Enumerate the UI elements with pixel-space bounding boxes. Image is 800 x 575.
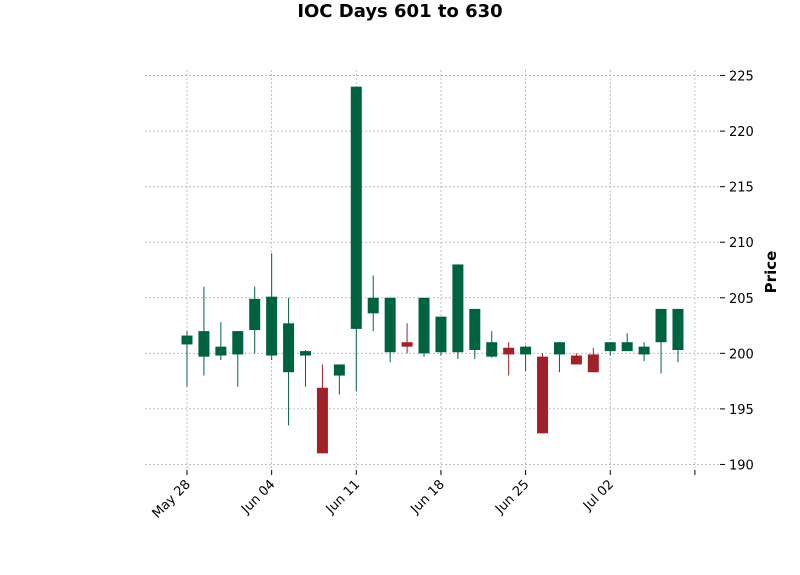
- x-tick-label: Jun 25: [492, 477, 532, 517]
- candle-body: [587, 354, 599, 373]
- x-tick-label: Jun 11: [323, 477, 363, 517]
- candle-body: [418, 297, 430, 354]
- axes: 190 195 200 205 210 215 220 225 May 28 Jun 04 Jun …: [150, 70, 754, 522]
- y-tick-label: 200: [729, 347, 754, 362]
- candle-body: [452, 264, 464, 353]
- candle-body: [283, 323, 295, 373]
- candle-body: [249, 298, 261, 330]
- x-tick-label: May 28: [150, 477, 194, 521]
- y-tick-label: 205: [729, 292, 754, 307]
- candle-body: [333, 364, 345, 376]
- candle-body: [537, 356, 549, 434]
- candle-body: [621, 342, 633, 352]
- candle-body: [367, 297, 379, 314]
- candle-body: [638, 346, 650, 355]
- y-tick-label: 210: [729, 236, 754, 251]
- y-axis-label: Price: [762, 251, 780, 294]
- candle-body: [350, 86, 362, 329]
- y-tick-label: 195: [729, 403, 754, 418]
- y-tick-label: 225: [729, 70, 754, 85]
- candle-body: [672, 308, 684, 350]
- x-tick-label: Jun 18: [407, 477, 447, 517]
- grid: [145, 70, 720, 470]
- candle-body: [215, 346, 227, 356]
- y-tick-label: 220: [729, 125, 754, 140]
- candle-body: [266, 296, 278, 356]
- y-tick-label: 215: [729, 181, 754, 196]
- candle-body: [604, 342, 616, 352]
- candle-body: [181, 335, 193, 345]
- candle-body: [520, 346, 532, 355]
- candle-body: [503, 347, 515, 355]
- x-tick-label: Jun 04: [238, 477, 278, 517]
- candle-body: [232, 331, 244, 355]
- candle-body: [300, 351, 312, 356]
- candle-body: [486, 342, 498, 357]
- candle-body: [435, 316, 447, 353]
- y-tick-label: 190: [729, 458, 754, 473]
- candle-body: [655, 308, 667, 343]
- candle-body: [384, 297, 396, 353]
- x-tick-label: Jul 02: [580, 477, 617, 514]
- candle-body: [198, 331, 210, 357]
- candle-body: [316, 387, 328, 454]
- candle-body: [553, 342, 565, 355]
- candle-body: [401, 342, 413, 347]
- chart-title: IOC Days 601 to 630: [297, 1, 502, 22]
- candles: [181, 86, 684, 454]
- candle-body: [570, 355, 582, 365]
- candle-body: [469, 308, 481, 350]
